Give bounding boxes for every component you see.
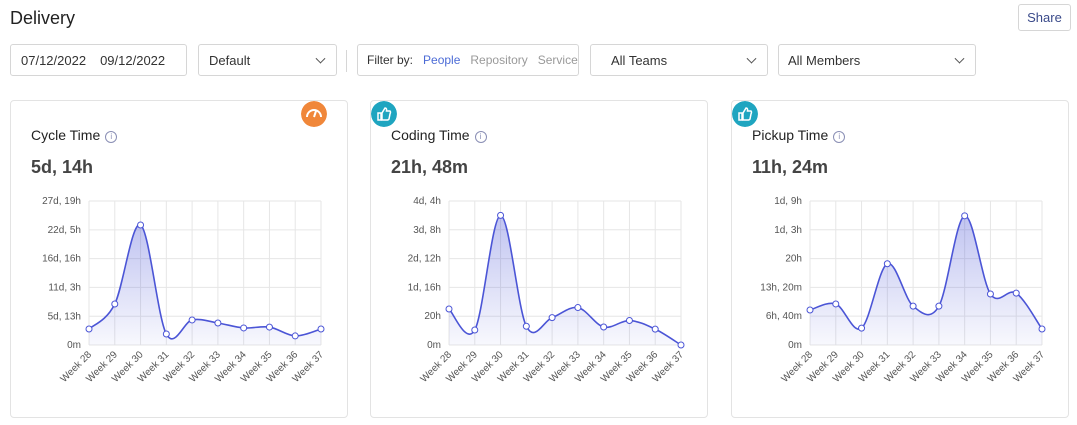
- point: [188, 316, 196, 324]
- point: [1038, 325, 1046, 333]
- separator: [346, 50, 347, 72]
- y-tick-label: 3d, 8h: [413, 225, 441, 236]
- y-tick-label: 16d, 16h: [42, 254, 81, 265]
- y-tick-label: 0m: [427, 340, 441, 351]
- point: [111, 300, 119, 308]
- point: [935, 302, 943, 310]
- y-tick-label: 0m: [67, 340, 81, 351]
- y-tick-label: 1d, 9h: [774, 196, 802, 207]
- point: [265, 323, 273, 331]
- point: [497, 211, 505, 219]
- status-icon: [732, 101, 758, 127]
- filter-option[interactable]: Repository: [470, 53, 528, 67]
- point: [85, 325, 93, 333]
- card-title-text: Cycle Time: [31, 127, 101, 143]
- point: [600, 323, 608, 331]
- preset-dropdown[interactable]: Default: [198, 44, 337, 76]
- point: [548, 314, 556, 322]
- date-range[interactable]: 07/12/2022 09/12/2022: [10, 44, 187, 76]
- status-icon: [301, 101, 327, 127]
- point: [677, 341, 685, 349]
- filter-option[interactable]: People: [423, 53, 461, 67]
- area: [89, 224, 321, 345]
- y-tick-label: 1d, 16h: [408, 282, 441, 293]
- card-title: Pickup Time i: [752, 127, 846, 143]
- point: [240, 324, 248, 332]
- line: [809, 215, 1043, 330]
- card-title: Cycle Time i: [31, 127, 118, 143]
- filter-label: Filter by:: [367, 53, 414, 67]
- y-tick-label: 20h: [424, 311, 441, 322]
- y-tick-label: 2d, 12h: [408, 254, 441, 265]
- date-end: 09/12/2022: [100, 52, 166, 68]
- date-start: 07/12/2022: [21, 52, 87, 68]
- card-title-text: Pickup Time: [752, 127, 829, 143]
- card-title-text: Coding Time: [391, 127, 470, 143]
- point: [858, 324, 866, 332]
- status-icon: [371, 101, 397, 127]
- point: [214, 319, 222, 327]
- members-dropdown[interactable]: All Members: [778, 44, 976, 76]
- y-tick-label: 13h, 20m: [760, 282, 802, 293]
- point: [291, 332, 299, 340]
- area: [449, 215, 681, 345]
- point: [137, 221, 145, 229]
- point: [445, 305, 453, 313]
- teams-label: All Teams: [611, 52, 668, 68]
- point: [832, 300, 840, 308]
- card-value: 5d, 14h: [31, 157, 94, 177]
- line: [88, 224, 322, 340]
- y-tick-label: 6h, 40m: [766, 311, 802, 322]
- y-tick-label: 27d, 19h: [42, 196, 81, 207]
- page-title: Delivery: [10, 8, 76, 28]
- info-icon[interactable]: i: [105, 131, 118, 143]
- members-label: All Members: [788, 52, 861, 68]
- point: [986, 290, 994, 298]
- filter-by: Filter by: People Repository Service: [357, 44, 579, 76]
- y-tick-label: 0m: [788, 340, 802, 351]
- preset-label: Default: [209, 52, 251, 68]
- point: [1012, 289, 1020, 297]
- card-title: Coding Time i: [391, 127, 487, 143]
- y-tick-label: 1d, 3h: [774, 225, 802, 236]
- y-tick-label: 20h: [785, 254, 802, 265]
- point: [883, 260, 891, 268]
- chevron: [315, 53, 326, 64]
- y-tick-label: 4d, 4h: [413, 196, 441, 207]
- info-icon[interactable]: i: [833, 131, 846, 143]
- teams-dropdown[interactable]: All Teams: [590, 44, 768, 76]
- point: [471, 326, 479, 334]
- chevron: [954, 53, 965, 64]
- metric-card: Coding Time i 21h, 48m 0m 20h 1d, 16h 2d, 12…: [370, 100, 708, 418]
- point: [317, 325, 325, 333]
- point: [162, 330, 170, 338]
- area: [810, 215, 1042, 345]
- y-tick-label: 5d, 13h: [48, 311, 81, 322]
- card-value: 21h, 48m: [391, 157, 469, 177]
- metric-card: Cycle Time i 5d, 14h 0m 5d, 13h 11d, 3h 16d,…: [10, 100, 348, 418]
- point: [522, 322, 530, 330]
- share-button[interactable]: Share: [1018, 4, 1071, 31]
- filter-option[interactable]: Service: [537, 53, 578, 67]
- info-icon[interactable]: i: [474, 131, 487, 143]
- point: [909, 302, 917, 310]
- y-tick-label: 22d, 5h: [48, 225, 81, 236]
- y-tick-label: 11d, 3h: [48, 282, 81, 293]
- metric-card: Pickup Time i 11h, 24m 0m 6h, 40m 13h, 20m 2…: [731, 100, 1069, 418]
- chevron: [746, 53, 757, 64]
- point: [961, 212, 969, 220]
- point: [574, 304, 582, 312]
- point: [625, 317, 633, 325]
- card-value: 11h, 24m: [752, 157, 829, 177]
- point: [806, 306, 814, 314]
- point: [651, 325, 659, 333]
